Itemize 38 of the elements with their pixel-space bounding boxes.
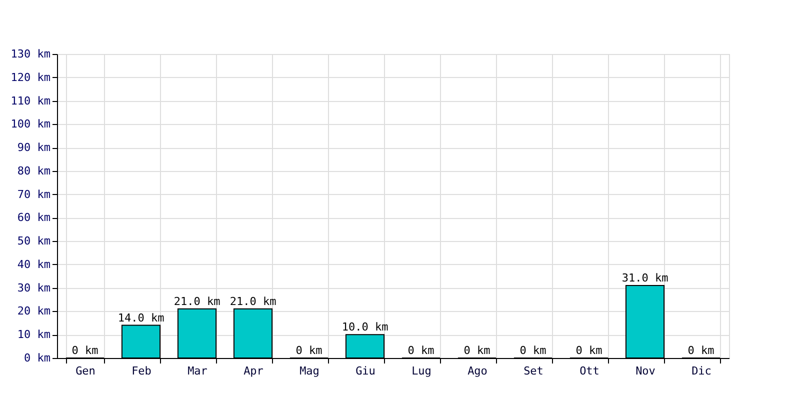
x-tick-label: Apr	[244, 364, 264, 378]
x-tick-label: Gen	[76, 364, 96, 378]
y-tick-label: 0 km	[24, 352, 51, 364]
y-tick-label: 50 km	[17, 234, 51, 248]
data-label: 31.0 km	[622, 272, 669, 285]
data-label: 0 km	[296, 344, 323, 357]
data-label: 0 km	[408, 344, 435, 357]
y-tick-label: 70 km	[17, 188, 51, 201]
x-tick-label: Dic	[692, 364, 712, 378]
data-label: 14.0 km	[118, 311, 165, 324]
data-label: 0 km	[72, 344, 99, 357]
y-tick-label: 30 km	[17, 281, 51, 294]
data-label: 0 km	[520, 344, 547, 357]
x-tick-label: Ott	[580, 364, 600, 378]
y-tick-label: 130 km	[10, 48, 51, 60]
x-tick-label: Feb	[132, 364, 152, 378]
y-tick-label: 80 km	[17, 164, 51, 178]
x-tick-label: Mag	[300, 364, 320, 378]
x-tick-label: Mar	[188, 364, 208, 378]
x-tick-label: Lug	[412, 364, 432, 378]
x-tick-label: Set	[524, 364, 544, 378]
data-label: 0 km	[688, 344, 715, 357]
x-tick-label: Ago	[468, 364, 488, 378]
y-tick-label: 110 km	[10, 94, 51, 108]
y-tick-label: 120 km	[10, 70, 51, 84]
y-tick-label: 90 km	[17, 141, 51, 154]
y-tick-label: 40 km	[17, 258, 51, 271]
data-label: 0 km	[576, 344, 603, 357]
y-tick-label: 20 km	[17, 304, 51, 318]
data-label: 0 km	[464, 344, 491, 357]
x-tick-label: Giu	[356, 364, 376, 378]
data-label: 21.0 km	[230, 294, 277, 308]
y-tick-label: 100 km	[10, 118, 51, 131]
x-tick-label: Nov	[636, 364, 656, 378]
y-tick-label: 60 km	[17, 211, 51, 224]
y-tick-label: 10 km	[17, 328, 51, 342]
data-label: 10.0 km	[342, 320, 389, 334]
data-label: 21.0 km	[174, 294, 221, 308]
